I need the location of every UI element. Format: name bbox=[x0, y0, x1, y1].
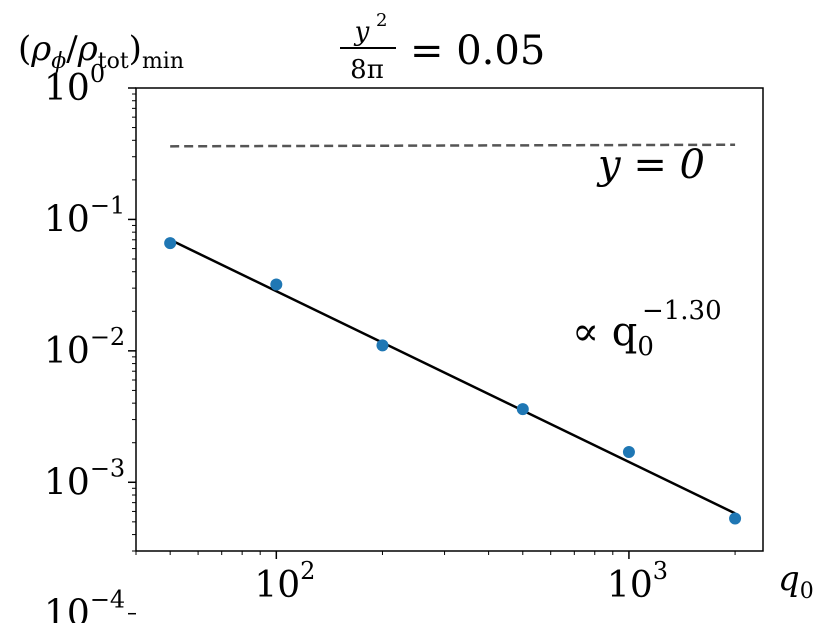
y-tick-exponent: −1 bbox=[90, 191, 125, 219]
fit-line bbox=[169, 238, 736, 515]
title-numerator: y bbox=[354, 17, 370, 47]
fit-label-sub: 0 bbox=[637, 332, 654, 362]
chart-title: y 2 8π = 0.05 bbox=[340, 10, 545, 85]
x-axis-label: q0 bbox=[778, 559, 814, 604]
title-numerator-exponent: 2 bbox=[376, 10, 387, 31]
y-axis-label: (ρϕ/ρtot)min bbox=[18, 29, 184, 74]
reference-line-label: y = 0 bbox=[596, 142, 705, 188]
reference-line bbox=[170, 143, 736, 148]
ylabel-open: ( bbox=[18, 29, 31, 69]
y-tick-base: 10 bbox=[44, 594, 90, 623]
y-tick-base: 10 bbox=[44, 331, 90, 372]
y-tick-exponent: −2 bbox=[90, 323, 125, 351]
ylabel-rho2: ρ bbox=[77, 29, 98, 69]
y-tick-exponent: −4 bbox=[90, 586, 125, 614]
y-tick-label: 10−3 bbox=[44, 454, 125, 503]
y-tick-label: 10−2 bbox=[44, 323, 125, 372]
data-point bbox=[376, 339, 389, 352]
y-tick-label: 100 bbox=[44, 60, 105, 109]
x-ticks: 102 103 bbox=[135, 551, 736, 606]
y-tick-label: 10−1 bbox=[44, 191, 125, 240]
fit-label-exp: −1.30 bbox=[642, 296, 722, 326]
x-tick-label: 103 bbox=[607, 557, 668, 606]
ylabel-sub-min: min bbox=[142, 49, 184, 74]
ylabel-sub-phi: ϕ bbox=[51, 49, 66, 74]
x-tick-label: 102 bbox=[254, 557, 315, 606]
x-tick-exponent: 3 bbox=[653, 557, 668, 585]
xlabel-base: q bbox=[778, 559, 800, 599]
xlabel-sub: 0 bbox=[800, 579, 814, 604]
fit-label-prefix: ∝ q bbox=[572, 309, 637, 355]
fit-line-label: ∝ q0 −1.30 bbox=[572, 296, 722, 362]
y-tick-label: 10−4 bbox=[44, 586, 125, 623]
data-point bbox=[729, 512, 742, 525]
y-tick-base: 10 bbox=[44, 462, 90, 503]
x-tick-base: 10 bbox=[254, 565, 300, 606]
y-tick-base: 10 bbox=[44, 199, 90, 240]
ylabel-rho1: ρ bbox=[30, 29, 51, 69]
y-tick-exponent: 0 bbox=[90, 60, 105, 88]
data-points bbox=[164, 237, 742, 525]
data-point bbox=[164, 237, 177, 250]
ylabel-close: ) bbox=[129, 29, 142, 69]
x-tick-exponent: 2 bbox=[300, 557, 315, 585]
data-point bbox=[270, 278, 283, 291]
ylabel-sub-tot: tot bbox=[98, 49, 129, 74]
title-denominator: 8π bbox=[350, 55, 384, 85]
ylabel-slash: / bbox=[66, 29, 78, 69]
data-point bbox=[622, 445, 635, 458]
y-tick-base: 10 bbox=[44, 68, 90, 109]
x-tick-base: 10 bbox=[607, 565, 653, 606]
y-tick-exponent: −3 bbox=[90, 454, 125, 482]
plot-frame bbox=[135, 87, 764, 552]
title-equals: = 0.05 bbox=[410, 28, 545, 74]
data-point bbox=[516, 403, 529, 416]
